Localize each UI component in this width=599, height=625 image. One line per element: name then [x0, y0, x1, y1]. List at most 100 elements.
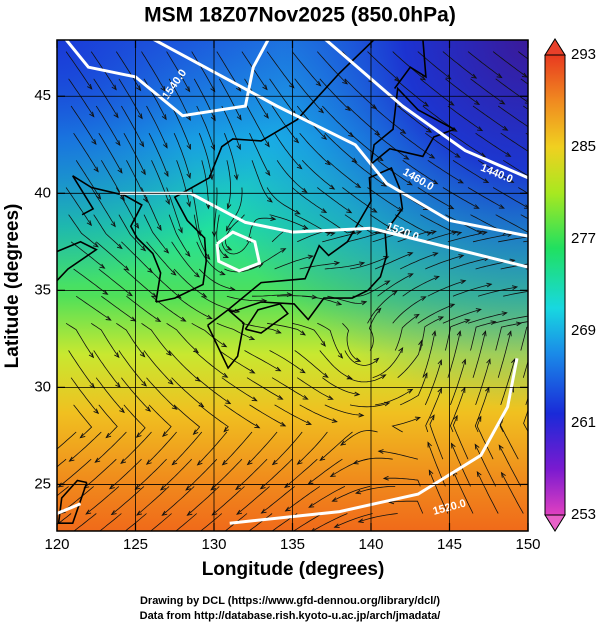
streamline-arrow — [226, 203, 232, 210]
streamline-arrow — [284, 506, 291, 512]
streamline-arrow — [483, 178, 490, 183]
streamline — [417, 51, 451, 80]
streamline — [57, 431, 77, 450]
streamline — [85, 486, 120, 515]
streamline — [197, 431, 228, 466]
streamline-arrow — [265, 170, 271, 177]
streamline — [95, 431, 127, 463]
streamline-arrow — [185, 251, 191, 257]
streamline — [299, 404, 337, 423]
streamline — [399, 132, 435, 159]
streamline — [389, 500, 424, 514]
streamline-arrow — [271, 459, 278, 466]
streamline-arrow — [86, 220, 93, 227]
x-tick-label: 125 — [123, 536, 148, 553]
colorbar-extend — [544, 514, 566, 532]
streamline — [151, 160, 170, 205]
streamline-arrow — [471, 73, 478, 79]
streamline — [200, 513, 223, 531]
streamline — [477, 286, 517, 297]
streamline — [98, 132, 123, 173]
streamline — [447, 331, 461, 378]
streamline — [121, 105, 144, 147]
streamline-arrow — [398, 347, 404, 354]
streamline — [75, 160, 101, 200]
streamline — [294, 350, 329, 378]
x-tick-label: 140 — [358, 536, 383, 553]
streamline — [248, 513, 273, 531]
streamline-arrow — [420, 75, 427, 81]
streamline-arrow — [523, 204, 528, 209]
streamline-arrow — [340, 440, 347, 446]
streamline — [146, 377, 177, 410]
streamline-arrow — [486, 282, 493, 288]
streamline-arrow — [475, 308, 482, 313]
streamline — [191, 51, 216, 92]
streamline — [319, 214, 356, 234]
streamline — [261, 486, 295, 514]
streamline-arrow — [450, 442, 456, 449]
streamline — [520, 326, 528, 351]
streamline-arrow — [346, 374, 353, 380]
streamline-arrow — [445, 74, 452, 80]
streamline — [374, 252, 413, 270]
streamline — [367, 187, 403, 212]
streamline-arrow — [448, 204, 455, 210]
streamline-arrow — [108, 484, 115, 490]
streamline-arrow — [474, 100, 481, 105]
streamline — [150, 513, 172, 531]
streamline — [196, 241, 225, 275]
streamline-arrow — [457, 178, 464, 184]
streamline — [394, 78, 429, 107]
streamline — [251, 160, 273, 203]
streamline-arrow — [381, 181, 388, 187]
streamline — [299, 262, 340, 270]
streamline-arrow — [430, 230, 437, 235]
streamline — [166, 322, 199, 353]
streamline — [474, 387, 490, 433]
streamline-arrow — [375, 307, 382, 314]
streamline — [124, 513, 147, 531]
streamline — [75, 295, 111, 321]
streamline — [472, 105, 508, 131]
streamline — [173, 404, 201, 435]
streamline — [224, 513, 248, 531]
streamline-arrow — [531, 152, 536, 156]
height-contour — [323, 40, 528, 180]
streamline-arrow — [496, 73, 503, 79]
streamline-arrow — [294, 209, 301, 215]
streamline — [118, 350, 147, 387]
streamline — [497, 331, 512, 378]
streamline-arrow — [270, 216, 277, 221]
streamline — [319, 78, 351, 111]
streamline-arrow — [105, 315, 112, 321]
streamline-arrow — [355, 489, 362, 495]
streamline — [291, 187, 327, 213]
streamline — [249, 248, 286, 270]
streamline — [173, 133, 191, 179]
streamline-arrow — [391, 290, 398, 296]
streamline-arrow — [251, 396, 258, 402]
streamline-arrow — [91, 139, 97, 146]
streamline — [201, 295, 240, 313]
streamline-arrow — [490, 320, 497, 325]
streamline-arrow — [342, 79, 349, 85]
streamline-arrow — [293, 137, 300, 144]
streamline-arrow — [186, 143, 191, 150]
streamline — [226, 160, 232, 209]
y-tick-label: 35 — [34, 281, 51, 298]
streamline — [70, 377, 99, 414]
streamline-arrow — [194, 376, 201, 382]
streamline — [372, 105, 406, 134]
streamline-arrow — [136, 510, 143, 516]
streamline — [210, 458, 243, 491]
streamline-arrow — [325, 231, 333, 236]
streamline — [442, 51, 477, 79]
streamline-arrow — [473, 204, 480, 209]
streamline — [176, 295, 212, 319]
streamline — [123, 268, 157, 298]
streamline-arrow — [123, 265, 130, 271]
streamline — [93, 350, 121, 388]
streamline — [467, 51, 502, 78]
streamline-arrow — [345, 105, 351, 112]
